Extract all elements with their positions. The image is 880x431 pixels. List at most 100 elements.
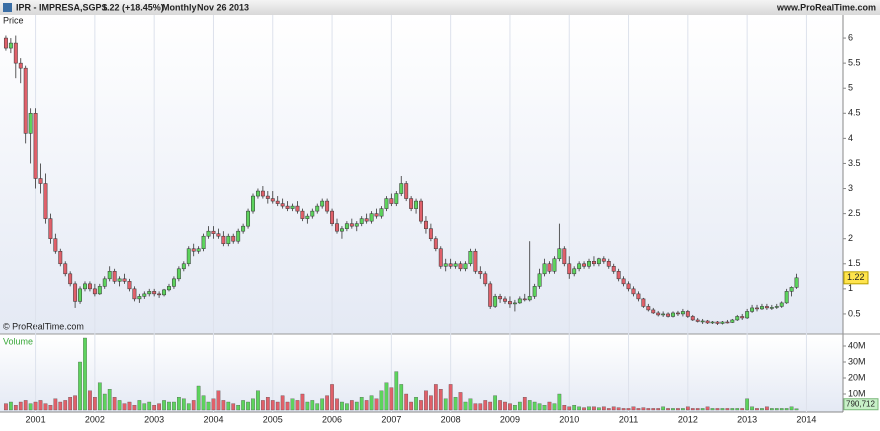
volume-bar (315, 403, 320, 411)
volume-bar (429, 395, 433, 411)
candle-body (438, 248, 443, 267)
volume-tick-label: 10M (848, 388, 866, 398)
volume-bar (38, 400, 43, 411)
volume-bar (414, 397, 418, 411)
volume-bar (513, 405, 517, 411)
candle-body (117, 278, 122, 282)
volume-bar (671, 408, 675, 411)
candle-body (478, 271, 483, 275)
candle-body (720, 321, 725, 324)
volume-bar (231, 403, 236, 411)
volume-bar (725, 408, 730, 411)
candle-body (572, 268, 577, 275)
volume-bar (740, 408, 745, 411)
candle-body (132, 288, 137, 300)
candle-body (191, 248, 196, 252)
volume-bar (522, 397, 527, 411)
x-tick-label: 2002 (85, 414, 105, 424)
candle-body (349, 223, 354, 227)
volume-bar (636, 408, 641, 411)
volume-bar (162, 400, 166, 411)
candle-body (552, 258, 557, 272)
candle-body (685, 311, 690, 317)
candle-body (715, 321, 720, 324)
candle-body (211, 230, 216, 234)
candle-body (241, 225, 246, 232)
candle-body (448, 263, 453, 267)
volume-bar (631, 406, 636, 411)
candle-body (394, 193, 399, 204)
volume-bar (399, 384, 404, 411)
volume-bar (88, 390, 92, 411)
volume-bar (666, 408, 670, 411)
candle-body (58, 250, 63, 265)
candle-body (206, 230, 211, 237)
header-bar (0, 0, 880, 15)
candle-body (587, 261, 591, 267)
volume-panel (0, 336, 843, 412)
x-tick-label: 2005 (263, 414, 283, 424)
candle-body (522, 298, 527, 301)
volume-bar (251, 398, 255, 411)
candle-body (537, 273, 542, 287)
candle-body (453, 263, 458, 267)
volume-bar (330, 384, 334, 411)
x-tick-label: 2012 (678, 414, 698, 424)
volume-bar (463, 401, 468, 411)
volume-bar (310, 400, 315, 411)
volume-bar (58, 401, 63, 411)
candle-body (369, 213, 374, 222)
candle-body (339, 228, 344, 232)
volume-bar (577, 406, 581, 411)
volume-bar (216, 390, 221, 411)
volume-label: Volume (3, 336, 33, 346)
volume-bar (641, 407, 646, 411)
candle-body (468, 250, 473, 265)
volume-bar (167, 401, 171, 411)
volume-bar (325, 395, 329, 411)
candle-body (527, 296, 532, 301)
candle-body (760, 306, 764, 310)
y-tick-label: 3 (848, 183, 853, 193)
volume-bar (621, 408, 626, 411)
x-tick-label: 2014 (796, 414, 816, 424)
y-tick-label: 0.5 (848, 308, 861, 318)
volume-bar (142, 403, 147, 411)
candle-body (315, 205, 320, 212)
volume-bar (285, 401, 290, 411)
copyright: © ProRealTime.com (3, 321, 84, 331)
volume-bar (562, 405, 567, 411)
volume-bar (261, 400, 265, 411)
y-tick-label: 6 (848, 32, 853, 42)
volume-bar (745, 398, 749, 411)
period: Monthly (162, 2, 197, 12)
volume-bar (483, 400, 488, 411)
volume-bar (774, 408, 779, 411)
candle-body (483, 273, 488, 285)
candle-body (419, 200, 423, 222)
volume-bar (458, 392, 463, 411)
candle-body (621, 278, 626, 285)
volume-bar (33, 401, 38, 411)
candle-body (320, 200, 325, 207)
volume-bar (137, 400, 142, 411)
candle-body (547, 263, 552, 272)
candle-body (596, 258, 601, 265)
candle-body (260, 190, 265, 197)
candle-body (374, 213, 379, 217)
volume-bar (102, 393, 107, 411)
volume-bar (473, 403, 478, 411)
volume-bar (275, 401, 280, 411)
volume-bar (587, 406, 591, 411)
volume-tick-label: 30M (848, 356, 866, 366)
volume-bar (201, 395, 206, 411)
candle-body (641, 298, 646, 307)
volume-bar (83, 337, 87, 411)
candle-body (769, 307, 774, 309)
y-tick-label: 2.5 (848, 208, 861, 218)
volume-bar (789, 406, 794, 411)
volume-bar (359, 397, 364, 411)
volume-bar (705, 406, 710, 411)
volume-bar (532, 401, 537, 411)
